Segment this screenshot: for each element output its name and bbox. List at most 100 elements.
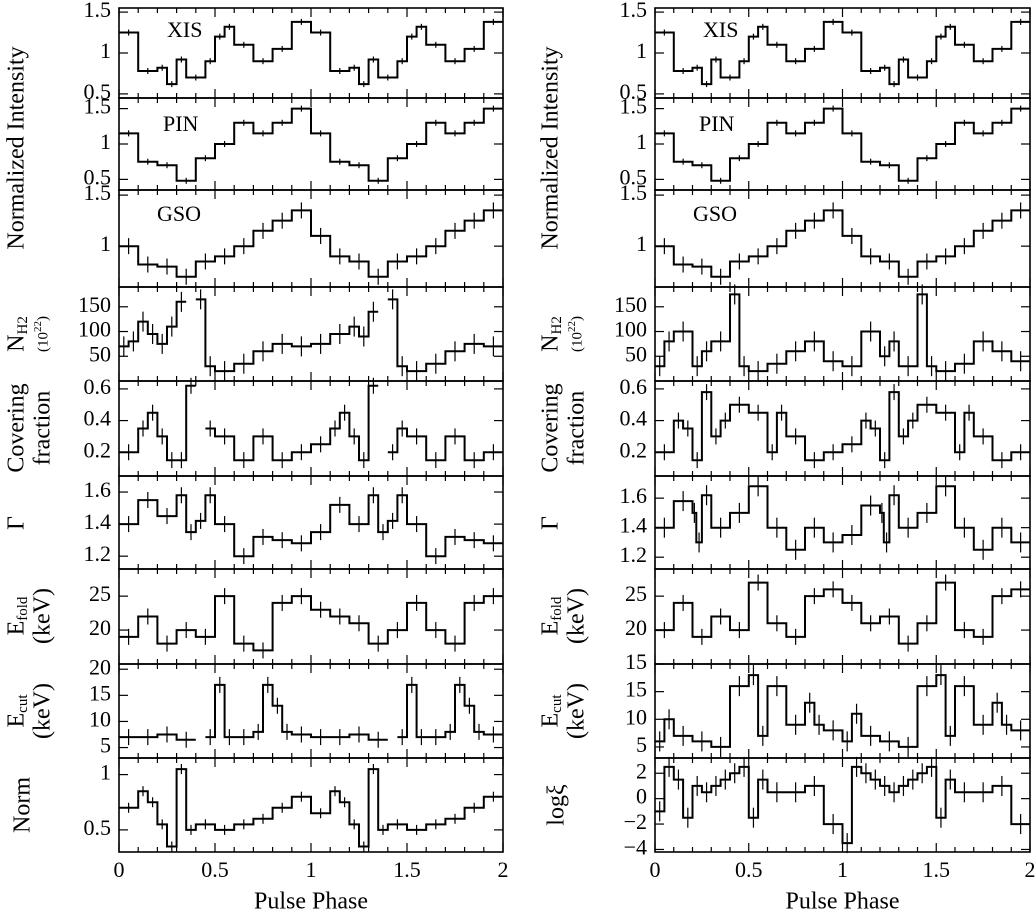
ylabel-nh: NH2 — [4, 316, 32, 352]
panel-0-4: 0.6 0.4 0.2 — [84, 374, 504, 477]
y-tick-label: 1.4 — [620, 513, 648, 538]
y-tick-label: 0.5 — [620, 79, 648, 104]
panel-name-xis: XIS — [167, 17, 202, 42]
y-tick-label: 15 — [625, 677, 647, 702]
y-tick-label: 0.5 — [84, 79, 112, 104]
ylabel-covering: Covering — [538, 383, 564, 472]
series-line — [119, 595, 503, 652]
x-tick-label: 2 — [1025, 857, 1036, 882]
y-tick-label: 0.5 — [84, 164, 112, 189]
x-tick-label: 0.5 — [201, 857, 229, 882]
y-tick-label: 20 — [89, 615, 111, 640]
panel-0-2: 1.51 — [84, 180, 504, 288]
ylabel-nh-unit-exp: 22 — [566, 321, 578, 332]
ylabel-efold-sub: fold — [549, 596, 565, 621]
x-axis-label: Pulse Phase — [786, 889, 900, 915]
panel-1-2: 1.51 — [620, 180, 1031, 288]
panel-0-8: 10.5 — [84, 757, 504, 853]
ylabel-nh-unit: (1022) — [566, 316, 586, 352]
ylabel-nh-sub: H2 — [15, 316, 31, 334]
y-tick-label: 1.5 — [620, 94, 648, 119]
ylabel-efold-sub: fold — [15, 596, 31, 621]
y-tick-label: 150 — [78, 292, 111, 317]
y-tick-label: −2 — [624, 809, 647, 834]
y-tick-label: 0.2 — [84, 437, 112, 462]
y-tick-label: 1 — [636, 129, 647, 154]
y-tick-label: 25 — [89, 581, 111, 606]
y-tick-label: 1.5 — [84, 180, 112, 205]
y-tick-label: 1 — [636, 38, 647, 63]
x-tick-label: 2 — [498, 857, 509, 882]
y-tick-label: 0.4 — [620, 406, 648, 431]
x-tick-label: 1.5 — [923, 857, 951, 882]
y-tick-label: 15 — [625, 649, 647, 674]
panel-1-5: 1.6 1.4 1.2 — [620, 475, 1031, 570]
panel-1-6: 25 20 15 — [625, 568, 1031, 674]
ylabel-nh-unit-exp: 22 — [32, 321, 44, 332]
y-tick-label: 0.5 — [620, 164, 648, 189]
panel-0-0: 1.5 1 0.5 — [84, 0, 504, 104]
y-tick-label: 20 — [625, 615, 647, 640]
ylabel-ecut: Ecut — [4, 694, 32, 728]
ylabel-intensity-left: Normalized Intensity — [4, 46, 30, 249]
y-tick-label: 1.2 — [84, 541, 112, 566]
ylabel-ecut-sub: cut — [549, 694, 565, 713]
panel-0-5: 1.6 1.4 1.2 — [84, 475, 504, 570]
y-tick-label: 1.4 — [84, 509, 112, 534]
y-tick-label: 10 — [89, 706, 111, 731]
series-line — [655, 293, 1030, 373]
x-tick-label: 0.5 — [735, 857, 763, 882]
ylabel-nh: NH2 — [538, 316, 566, 352]
series-line — [655, 581, 1030, 645]
y-tick-label: 1 — [100, 129, 111, 154]
ylabel-intensity-right: Normalized Intensity — [538, 46, 564, 249]
x-tick-label: 1 — [306, 857, 317, 882]
panel-0-1: 1.5 1 0.5 — [84, 94, 504, 191]
series-line — [119, 298, 503, 373]
y-tick-label: 0.2 — [620, 437, 648, 462]
y-tick-label: 5 — [636, 732, 647, 757]
y-tick-label: 0.6 — [84, 374, 112, 399]
panel-1-8: 20−2−4 — [624, 756, 1031, 860]
y-tick-label: 10 — [625, 704, 647, 729]
panel-1-0: 1.5 1 0.5 — [620, 0, 1031, 104]
y-tick-label: 1.6 — [84, 477, 112, 502]
y-tick-label: 1 — [100, 231, 111, 256]
series-line — [119, 494, 503, 558]
y-tick-label: 1 — [100, 38, 111, 63]
x-tick-label: 1.5 — [393, 857, 421, 882]
series-line — [119, 768, 503, 848]
ylabel-covering: Covering — [4, 383, 30, 472]
y-tick-label: 50 — [625, 341, 647, 366]
series-line — [655, 391, 1030, 462]
ylabel-efold-unit: (keV) — [30, 588, 56, 644]
ylabel-nh-unit: (1022) — [32, 316, 52, 352]
y-tick-label: 1.5 — [84, 94, 112, 119]
x-tick-label: 0 — [650, 857, 661, 882]
y-tick-label: 15 — [89, 680, 111, 705]
y-tick-label: 0.4 — [84, 406, 112, 431]
ylabel-fraction: fraction — [30, 391, 56, 466]
ylabel-nh-sub: H2 — [549, 316, 565, 334]
y-tick-label: −4 — [624, 835, 647, 860]
ylabel-gamma: Γ — [4, 516, 30, 530]
series-line — [119, 683, 503, 741]
y-tick-label: 0.5 — [84, 815, 112, 840]
y-tick-label: 150 — [614, 292, 647, 317]
y-tick-label: 100 — [614, 317, 647, 342]
y-tick-label: 1.5 — [620, 0, 648, 22]
series-line — [655, 674, 1030, 748]
panel-1-1: 1.5 1 0.5 — [620, 94, 1031, 191]
panel-1-4: 0.6 0.4 0.2 — [620, 374, 1031, 477]
panel-frame — [118, 380, 504, 477]
ylabel-logxi: logξ — [544, 784, 570, 826]
y-tick-label: 1.5 — [620, 180, 648, 205]
panel-frame — [118, 663, 504, 759]
panel-name-gso: GSO — [693, 201, 737, 226]
y-tick-label: 5 — [100, 733, 111, 758]
